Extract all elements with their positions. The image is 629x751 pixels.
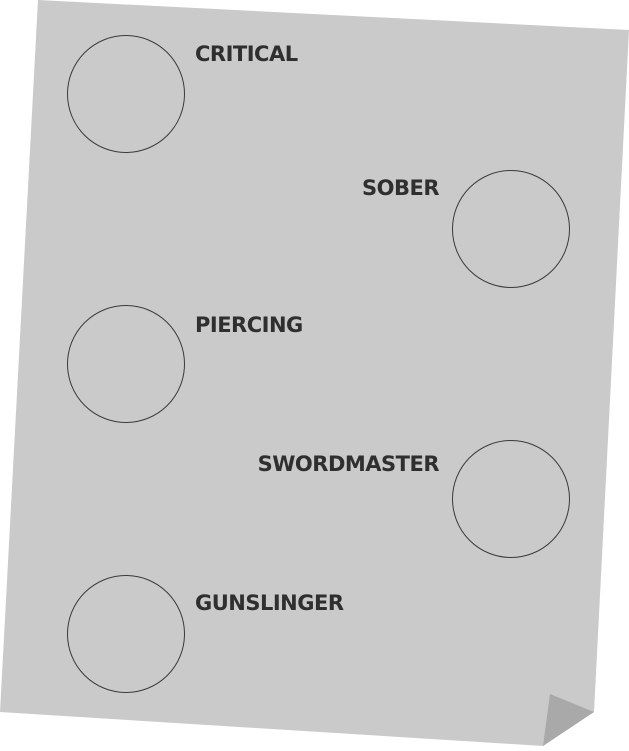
trait-slot-piercing[interactable] (67, 305, 185, 423)
trait-label-gunslinger: GUNSLINGER (195, 591, 344, 615)
trait-slot-sober[interactable] (452, 170, 570, 288)
trait-label-critical: CRITICAL (195, 42, 298, 66)
trait-slot-critical[interactable] (67, 35, 185, 153)
trait-label-sober: SOBER (362, 176, 440, 200)
page-curl-icon (543, 694, 594, 746)
trait-label-piercing: PIERCING (195, 313, 303, 337)
trait-label-swordmaster: SWORDMASTER (257, 452, 440, 476)
trait-slot-gunslinger[interactable] (67, 575, 185, 693)
trait-slot-swordmaster[interactable] (452, 440, 570, 558)
